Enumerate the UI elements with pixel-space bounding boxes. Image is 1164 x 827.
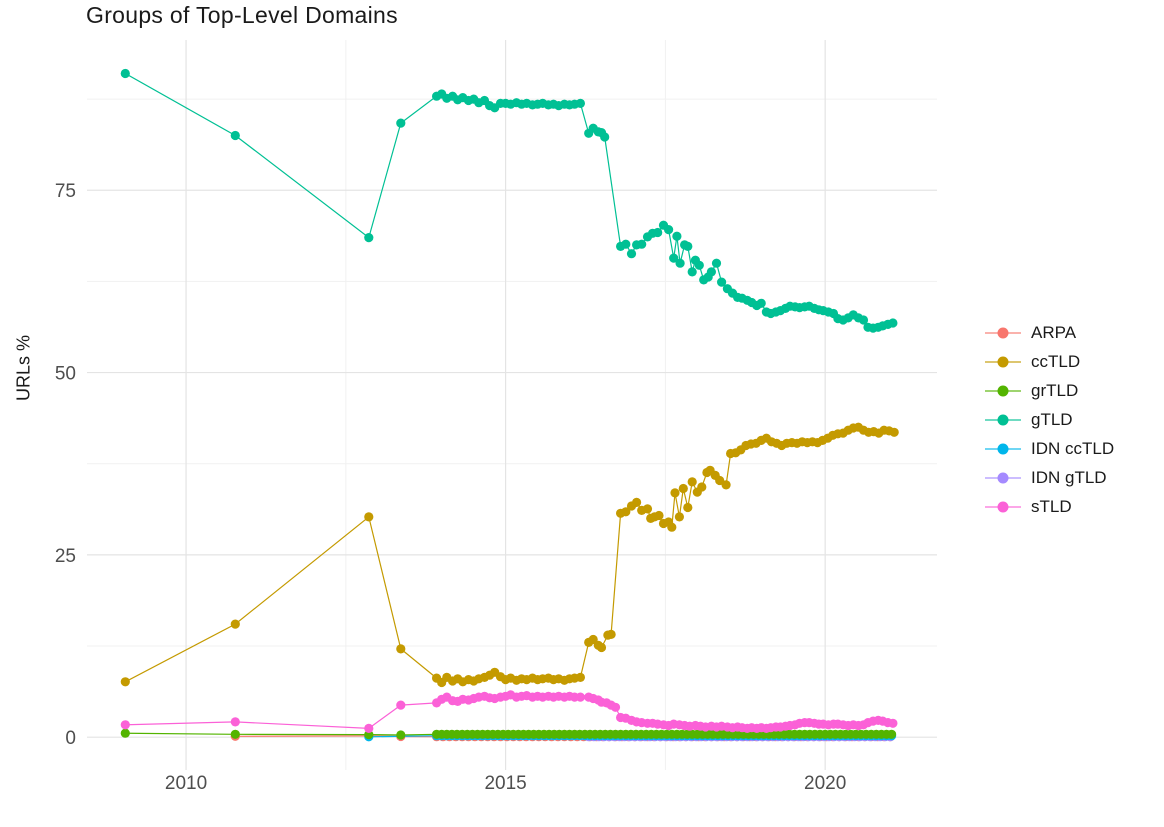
legend-item-grTLD: grTLD [984, 376, 1114, 405]
data-point [120, 68, 130, 79]
data-point [669, 253, 679, 263]
data-point [364, 233, 374, 243]
legend-label: grTLD [1031, 380, 1079, 400]
data-point [717, 277, 727, 287]
data-point [621, 507, 631, 517]
data-point [697, 482, 707, 492]
data-point [654, 510, 664, 521]
legend-item-ccTLD: ccTLD [984, 347, 1114, 376]
data-point [396, 730, 406, 740]
data-point [230, 729, 240, 739]
legend-label: sTLD [1031, 496, 1072, 516]
data-point [632, 497, 642, 507]
data-point [364, 723, 374, 734]
legend-item-IDN-gTLD: IDN gTLD [984, 463, 1114, 492]
legend-key-icon [985, 414, 1021, 425]
legend-label: IDN gTLD [1031, 467, 1107, 487]
data-point [687, 267, 697, 277]
legend-item-gTLD: gTLD [984, 405, 1114, 434]
data-point [653, 227, 663, 238]
data-point [120, 728, 130, 738]
data-point [396, 700, 406, 710]
data-point [711, 258, 722, 268]
data-point [756, 298, 766, 308]
data-point [642, 504, 653, 514]
data-point [721, 480, 731, 490]
legend-item-IDN-ccTLD: IDN ccTLD [984, 434, 1114, 463]
data-point [887, 729, 897, 739]
legend-item-sTLD: sTLD [984, 492, 1114, 521]
data-point [888, 318, 898, 328]
data-point [687, 477, 697, 487]
legend-key-icon [985, 327, 1021, 338]
data-point [610, 702, 621, 712]
data-point [120, 677, 130, 687]
legend-label: IDN ccTLD [1031, 438, 1115, 458]
y-tick-label: 25 [55, 546, 76, 567]
legend-label: gTLD [1031, 409, 1073, 429]
data-point [120, 720, 130, 730]
legend: ARPA ccTLD grTLD gTLD IDN ccTLD IDN gTLD sTLD [984, 318, 1114, 521]
legend-label: ARPA [1031, 322, 1077, 342]
data-point [683, 502, 693, 513]
data-point [674, 512, 685, 522]
data-point [396, 118, 406, 128]
data-point [364, 512, 374, 522]
chart-title: Groups of Top-Level Domains [86, 2, 398, 28]
data-point [621, 239, 631, 249]
data-point [606, 629, 616, 640]
y-tick-label: 50 [55, 364, 76, 385]
data-point [230, 619, 240, 629]
data-point [575, 98, 586, 108]
series-gTLD [120, 68, 898, 333]
data-point [672, 231, 682, 241]
data-point [715, 475, 725, 486]
y-tick-label: 75 [55, 181, 76, 202]
x-tick-label: 2010 [165, 773, 207, 794]
data-point [667, 522, 677, 532]
y-tick-label: 0 [65, 728, 76, 749]
series-sTLD [120, 690, 898, 734]
legend-key-icon [985, 385, 1021, 396]
series-grTLD [120, 728, 897, 740]
series-ccTLD [120, 422, 899, 688]
data-point [575, 672, 586, 683]
x-tick-label: 2015 [484, 773, 526, 794]
legend-label: ccTLD [1031, 351, 1081, 371]
legend-key-icon [985, 472, 1021, 483]
data-point [678, 483, 688, 494]
data-point [664, 225, 674, 235]
legend-key-icon [985, 443, 1021, 454]
data-point [675, 258, 685, 268]
data-point [600, 132, 610, 142]
legend-key-icon [985, 501, 1021, 512]
data-point [888, 718, 898, 728]
data-point [670, 488, 680, 498]
data-point [694, 260, 704, 270]
data-point [230, 130, 240, 141]
data-point [396, 644, 406, 654]
data-point [706, 267, 717, 277]
data-point [596, 642, 607, 653]
data-point [889, 427, 899, 437]
legend-item-ARPA: ARPA [984, 318, 1114, 347]
data-point [230, 717, 240, 727]
data-point [683, 241, 693, 251]
data-point [637, 239, 647, 249]
data-point [626, 249, 637, 259]
data-point [575, 692, 586, 702]
series-line [125, 72, 894, 329]
legend-key-icon [985, 356, 1021, 367]
x-tick-label: 2020 [804, 773, 846, 794]
data-point [858, 315, 869, 325]
